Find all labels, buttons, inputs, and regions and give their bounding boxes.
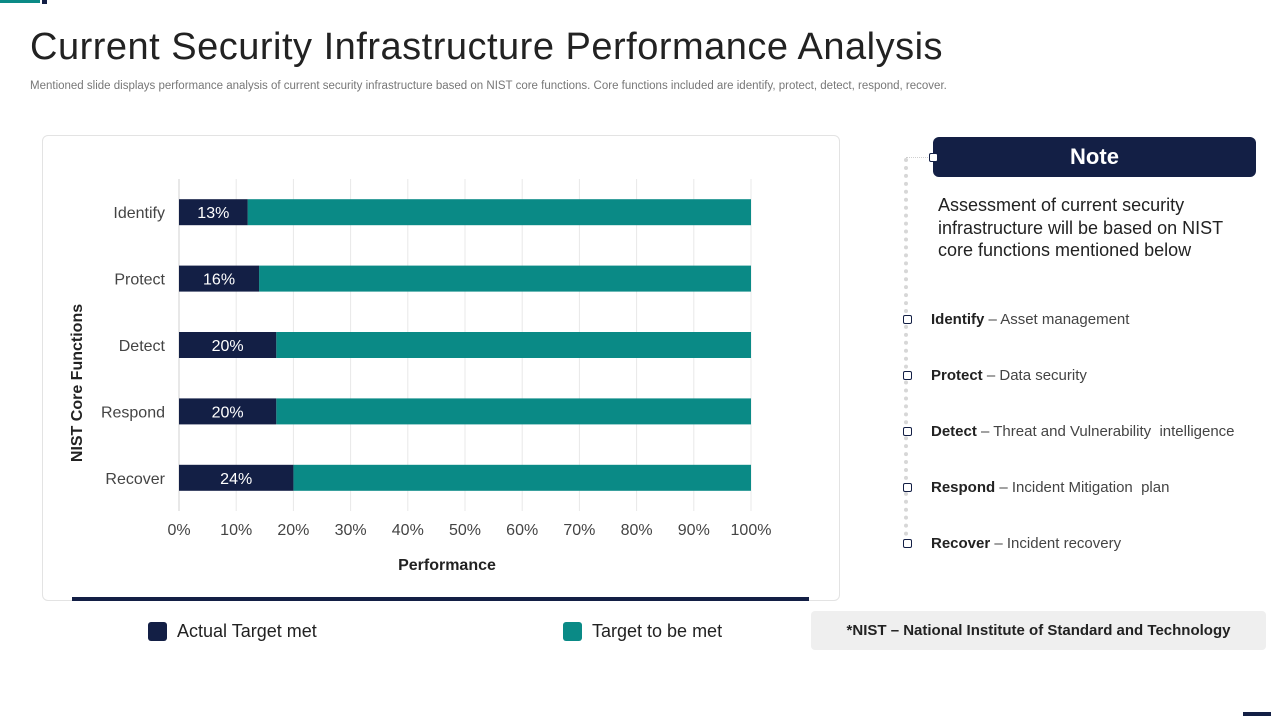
footnote: *NIST – National Institute of Standard a… [811, 611, 1266, 650]
note-item-respond: Respond – Incident Mitigation plan [903, 477, 1169, 497]
bar-data-label: 24% [220, 471, 252, 488]
note-item-desc: – Data security [982, 366, 1087, 384]
x-tick-label: 50% [449, 522, 481, 539]
legend-swatch-target [563, 621, 582, 641]
y-category-label: Detect [119, 338, 166, 355]
bar-data-label: 13% [197, 205, 229, 222]
note-item-desc: – Incident Mitigation plan [995, 478, 1170, 496]
note-item-node [903, 538, 912, 548]
note-item-name: Identify [931, 310, 985, 328]
x-tick-label: 0% [167, 522, 190, 539]
bar-target-to-be-met [276, 332, 751, 358]
note-item-desc: – Incident recovery [990, 534, 1122, 552]
x-tick-label: 100% [731, 522, 772, 539]
note-item-desc: – Asset management [984, 310, 1130, 328]
y-category-label: Protect [114, 272, 165, 289]
y-category-label: Identify [113, 205, 165, 222]
x-tick-label: 10% [220, 522, 252, 539]
x-tick-label: 80% [621, 522, 653, 539]
x-axis-title: Performance [398, 557, 496, 574]
note-item-node [903, 370, 912, 380]
legend-label-target: Target to be met [592, 620, 723, 641]
note-item-name: Detect [931, 422, 977, 440]
bar-actual-target-met [179, 398, 277, 425]
corner-accent-dot [42, 0, 47, 4]
bar-target-to-be-met [293, 464, 751, 491]
bar-data-label: 16% [203, 272, 235, 289]
legend-item-actual: Actual Target met [148, 620, 317, 642]
bar-data-label: 20% [212, 404, 244, 421]
x-tick-label: 60% [506, 522, 538, 539]
y-category-label: Respond [101, 404, 165, 421]
note-item-node [903, 482, 912, 492]
bottom-accent-bar [1243, 712, 1271, 716]
note-header: Note [933, 137, 1256, 177]
note-timeline-connector [906, 157, 934, 158]
corner-accent [0, 0, 40, 3]
note-item-recover: Recover – Incident recovery [903, 533, 1121, 553]
note-item-name: Protect [931, 366, 983, 384]
x-tick-label: 30% [335, 522, 367, 539]
bar-actual-target-met [179, 464, 294, 491]
bar-data-label: 20% [212, 338, 244, 355]
note-item-name: Respond [931, 478, 996, 496]
page-title: Current Security Infrastructure Performa… [30, 26, 944, 68]
note-item-detect: Detect – Threat and Vulnerability intell… [903, 421, 1235, 441]
legend-swatch-actual [148, 621, 167, 641]
chart-underline [72, 597, 809, 601]
bar-target-to-be-met [259, 265, 751, 292]
chart-panel: 0% 10% 20% 30% 40% 50% 60% 70% 80% 90% 100% 13% Iden… [42, 135, 840, 601]
bar-target-to-be-met [276, 398, 751, 425]
y-axis-title: NIST Core Functions [69, 304, 86, 462]
note-item-protect: Protect – Data security [903, 365, 1087, 385]
note-item-node [903, 426, 912, 436]
legend-item-target: Target to be met [563, 620, 722, 642]
bar-actual-target-met [179, 332, 277, 358]
x-tick-label: 70% [563, 522, 595, 539]
legend-label-actual: Actual Target met [177, 620, 317, 641]
note-item-name: Recover [931, 534, 991, 552]
page-subtitle: Mentioned slide displays performance ana… [30, 80, 947, 92]
bar-target-to-be-met [247, 199, 751, 226]
note-item-desc: – Threat and Vulnerability intelligence [976, 422, 1235, 440]
bar-actual-target-met [179, 199, 248, 226]
x-tick-label: 90% [678, 522, 710, 539]
chart-bars [179, 199, 751, 491]
note-body: Assessment of current security infrastru… [938, 195, 1223, 260]
note-timeline-line [904, 158, 908, 544]
y-category-label: Recover [105, 471, 165, 488]
chart-labels: 0% 10% 20% 30% 40% 50% 60% 70% 80% 90% 100% 13% Iden… [101, 205, 772, 539]
note-item-node [903, 314, 912, 324]
x-tick-label: 20% [277, 522, 309, 539]
note-item-identify: Identify – Asset management [903, 309, 1129, 329]
bar-actual-target-met [179, 265, 260, 292]
performance-chart: 0% 10% 20% 30% 40% 50% 60% 70% 80% 90% 100% 13% Iden… [69, 179, 772, 574]
note-header-node [929, 153, 938, 162]
x-tick-label: 40% [392, 522, 424, 539]
